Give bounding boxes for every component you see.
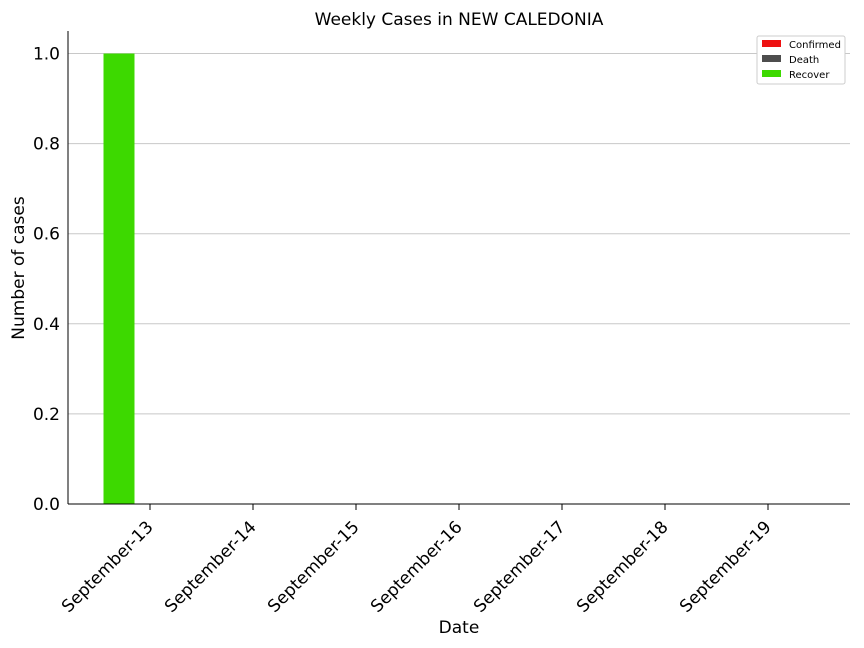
- legend-label-recover: Recover: [789, 70, 830, 81]
- bar-recover-0: [103, 53, 135, 505]
- y-tick-label: 0.2: [33, 405, 60, 425]
- bars: [103, 53, 135, 505]
- legend-swatch-recover: [762, 70, 781, 77]
- y-tick-label: 1.0: [33, 45, 60, 65]
- y-tick-label: 0.6: [33, 225, 60, 245]
- x-tick-label: September-16: [367, 517, 466, 616]
- y-tick-label: 0.0: [33, 495, 60, 515]
- x-tick-label: September-15: [264, 517, 363, 616]
- y-tick-label: 0.4: [33, 315, 60, 335]
- legend-label-confirmed: Confirmed: [789, 40, 841, 51]
- y-gridlines: [68, 53, 850, 415]
- y-axis-label: Number of cases: [9, 196, 29, 340]
- chart-title: Weekly Cases in NEW CALEDONIA: [315, 10, 604, 30]
- x-tick-label: September-14: [161, 517, 260, 616]
- y-tick-label: 0.8: [33, 135, 60, 155]
- legend-label-death: Death: [789, 55, 819, 66]
- x-axis-label: Date: [439, 618, 480, 638]
- x-tick-label: September-19: [676, 517, 775, 616]
- axes: [67, 31, 850, 510]
- x-tick-label: September-13: [58, 517, 157, 616]
- x-tick-labels: September-13 September-14 September-15 Sept…: [58, 517, 775, 616]
- x-tick-label: September-18: [573, 517, 672, 616]
- x-tick-label: September-17: [470, 517, 569, 616]
- legend-swatch-confirmed: [762, 40, 781, 47]
- y-tick-labels: 0.0 0.2 0.4 0.6 0.8 1.0: [33, 45, 60, 515]
- legend: Confirmed Death Recover: [756, 35, 846, 85]
- legend-swatch-death: [762, 55, 781, 62]
